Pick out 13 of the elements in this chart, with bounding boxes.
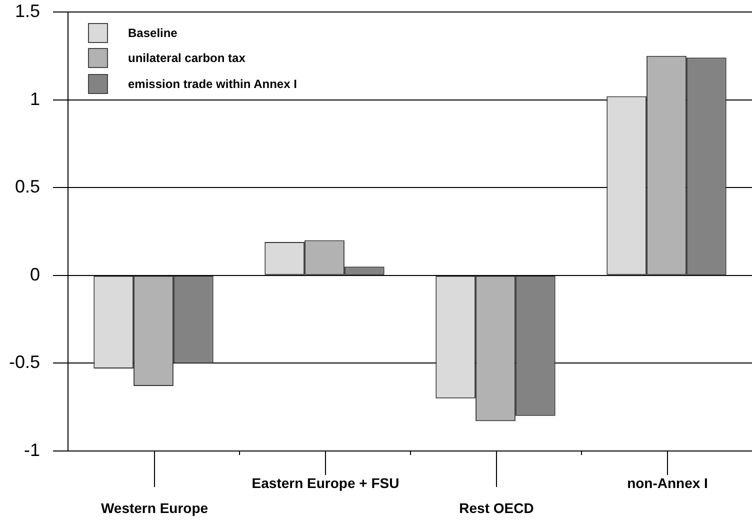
y-tick-label: 1.5 xyxy=(14,0,40,21)
legend-label: unilateral carbon tax xyxy=(128,51,246,66)
y-tick-label: -0.5 xyxy=(8,352,40,372)
legend-label: Baseline xyxy=(128,26,178,40)
y-tick-label: 0.5 xyxy=(14,176,40,197)
y-tick-label: 0 xyxy=(30,264,40,284)
x-tick-label: Rest OECD xyxy=(459,500,534,516)
x-tick-label: Western Europe xyxy=(100,500,208,516)
x-tick-label: Eastern Europe + FSU xyxy=(252,474,400,491)
x-tick-label: non-Annex I xyxy=(627,474,708,491)
y-tick-label: -1 xyxy=(24,440,40,460)
y-tick-label: 1 xyxy=(30,88,40,109)
legend-label: emission trade within Annex I xyxy=(128,76,297,91)
